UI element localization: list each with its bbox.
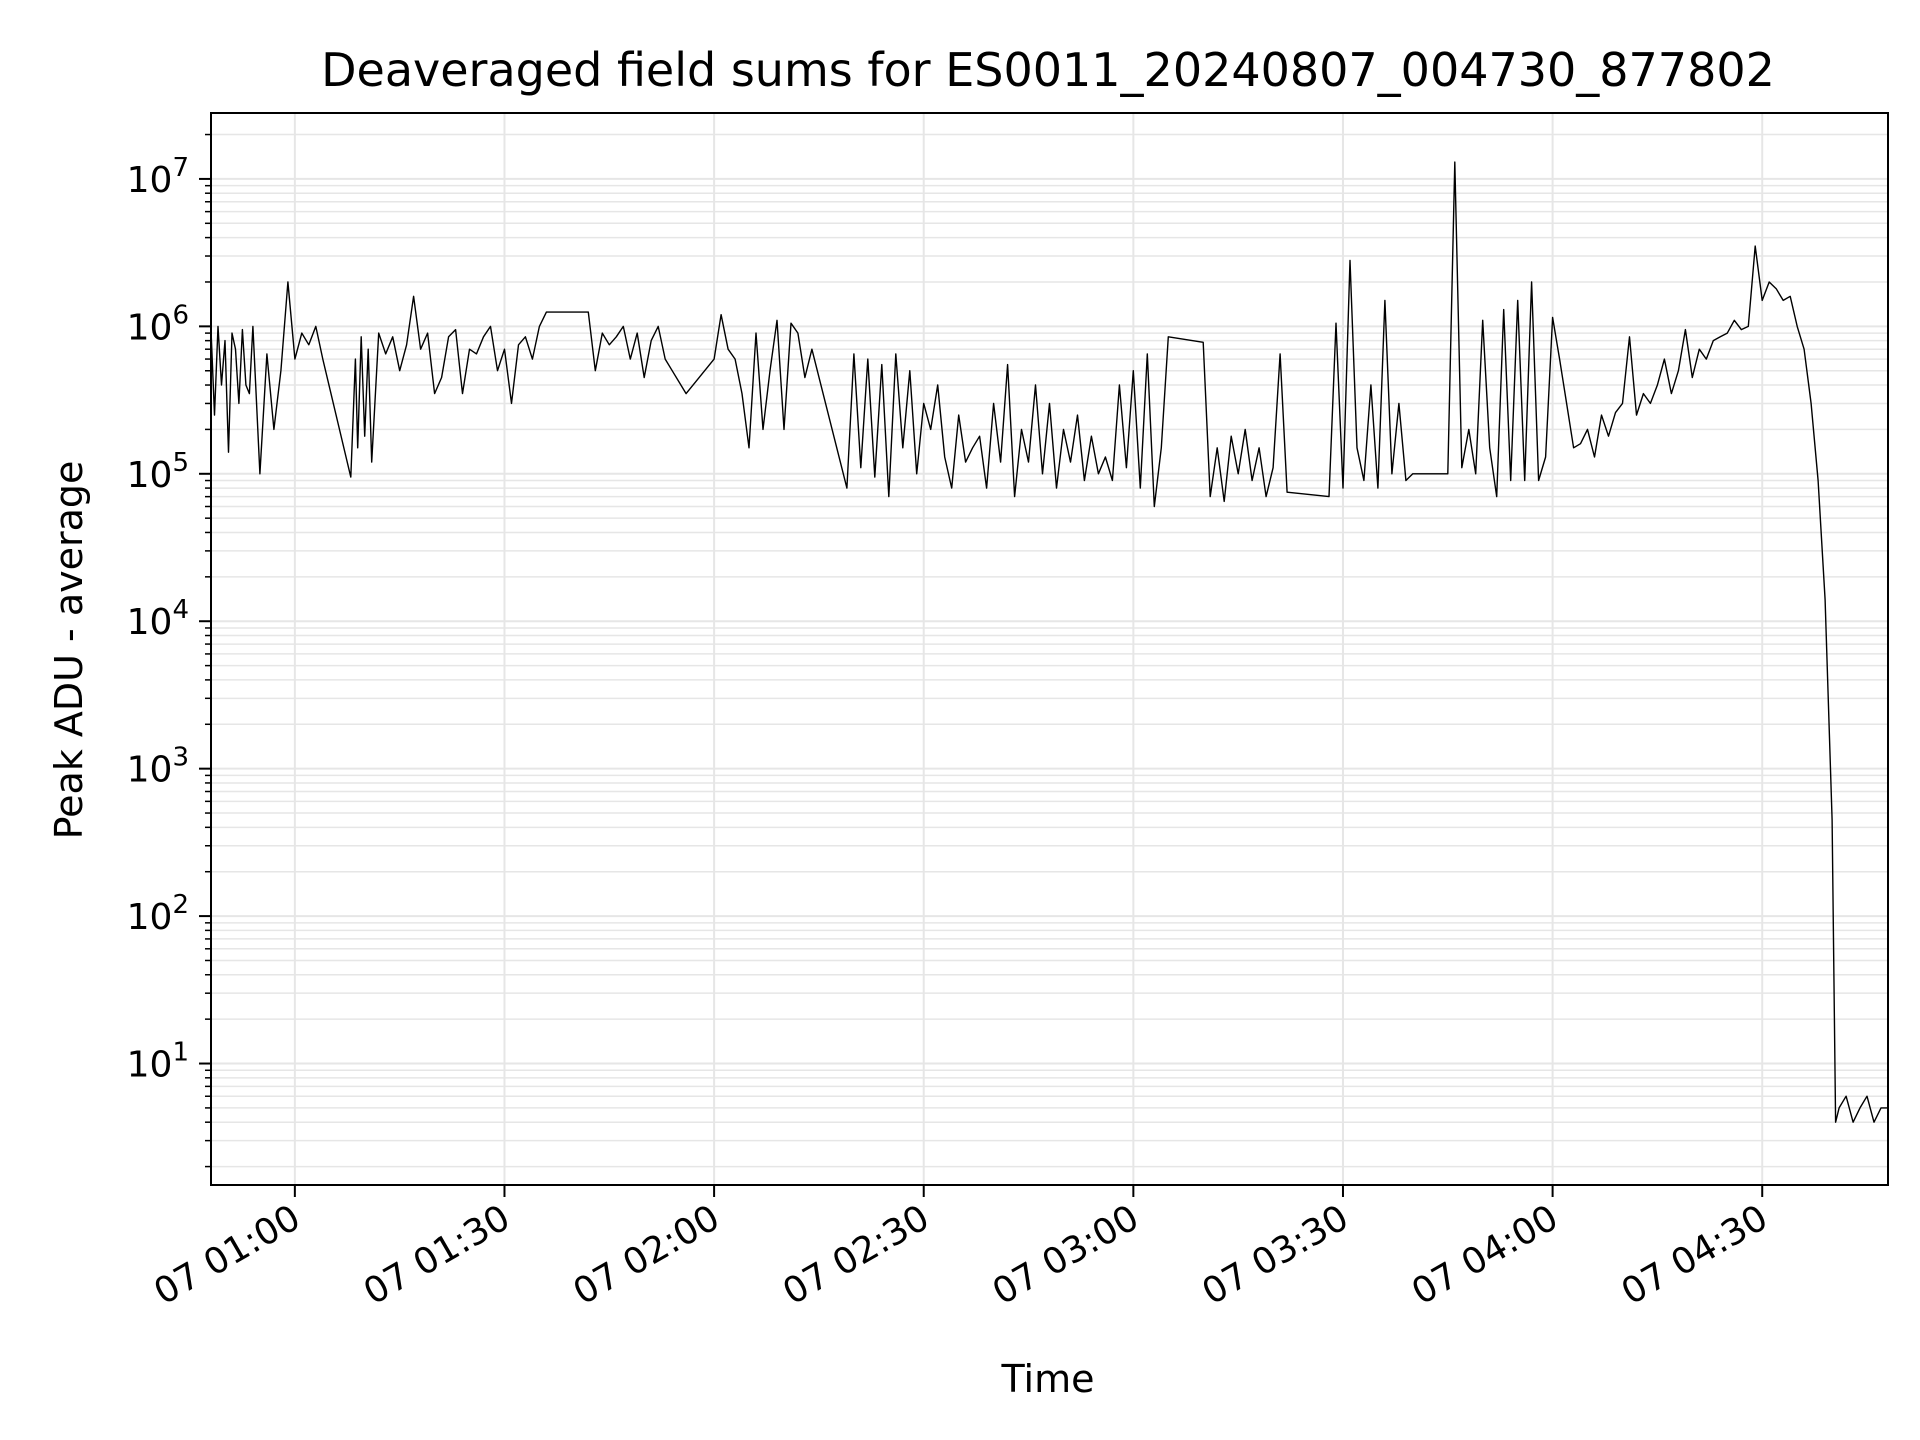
plot-frame bbox=[210, 112, 1889, 1186]
series-line bbox=[210, 161, 1888, 1123]
y-tick-label: 103 bbox=[127, 743, 189, 791]
y-tick-label: 102 bbox=[127, 890, 189, 938]
y-tick-label: 101 bbox=[127, 1038, 189, 1086]
y-axis: 101 102 103 104 105 106 107 bbox=[127, 133, 211, 1168]
chart-title: Deaveraged field sums for ES0011_2024080… bbox=[321, 43, 1775, 97]
x-axis-label: Time bbox=[1001, 1357, 1095, 1401]
y-tick-label: 104 bbox=[127, 595, 189, 643]
series-layer bbox=[210, 161, 1888, 1123]
y-tick-label: 105 bbox=[127, 448, 189, 496]
y-tick-label: 106 bbox=[127, 300, 189, 348]
grid bbox=[211, 113, 1888, 1185]
y-axis-label: Peak ADU - average bbox=[47, 461, 91, 840]
y-tick-label: 107 bbox=[127, 153, 189, 201]
